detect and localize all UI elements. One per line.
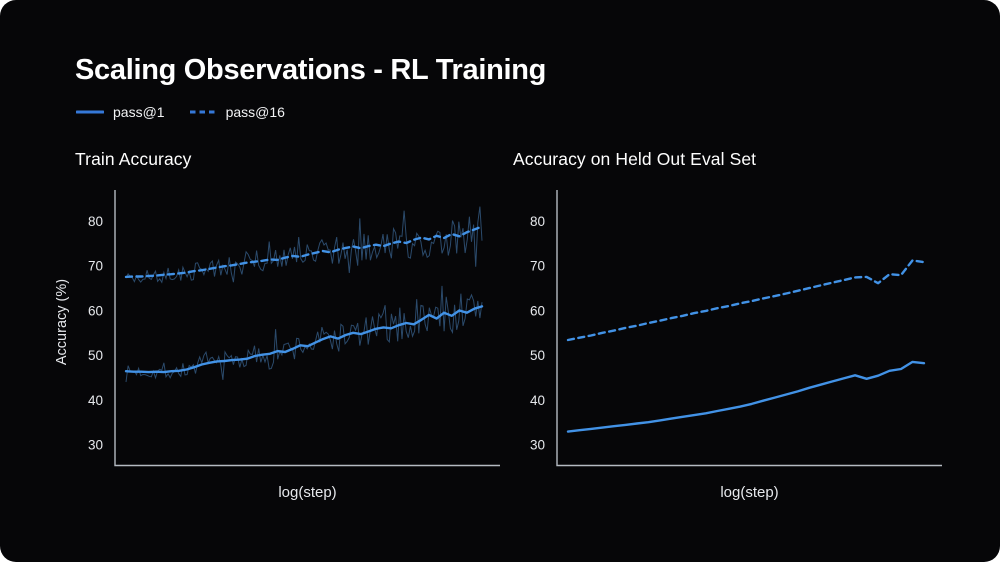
slide-title: Scaling Observations - RL Training	[75, 54, 547, 86]
train-accuracy-chart: 30 40 50 60 70 80 log(step) Accuracy (%)	[56, 190, 500, 501]
chart-legend: pass@1 pass@16	[76, 104, 285, 120]
axes	[114, 190, 500, 467]
legend-label-pass16: pass@16	[225, 104, 285, 120]
y-axis-label: Accuracy (%)	[56, 279, 70, 365]
y-tick-label: 50	[88, 348, 103, 363]
y-tick-label: 30	[530, 438, 545, 453]
series-line-pass@16	[566, 259, 926, 342]
series-line-pass@1	[566, 360, 926, 433]
y-tick-label: 60	[88, 303, 103, 318]
y-tick-label: 60	[530, 303, 545, 318]
eval-accuracy-chart-title: Accuracy on Held Out Eval Set	[513, 149, 757, 169]
y-tick-label: 80	[530, 214, 545, 229]
eval-accuracy-chart: 30 40 50 60 70 80 log(step)	[530, 190, 942, 501]
y-tick-label: 80	[88, 214, 103, 229]
legend-label-pass1: pass@1	[113, 104, 165, 120]
legend-item-pass1: pass@1	[76, 104, 165, 120]
train-accuracy-chart-title: Train Accuracy	[75, 149, 192, 169]
series-line-pass@1	[124, 305, 484, 374]
series-line-pass@16	[124, 225, 484, 279]
y-tick-label: 40	[530, 393, 545, 408]
y-tick-label: 30	[88, 438, 103, 453]
y-tick-label: 40	[88, 393, 103, 408]
x-axis-label: log(step)	[720, 484, 778, 501]
y-tick-label: 70	[530, 259, 545, 274]
axes	[556, 190, 942, 467]
y-tick-label: 70	[88, 259, 103, 274]
raw-trace-pass@16	[125, 206, 483, 284]
x-axis-label: log(step)	[278, 484, 336, 501]
legend-item-pass16: pass@16	[189, 104, 285, 120]
y-tick-label: 50	[530, 348, 545, 363]
raw-trace-pass@1	[125, 285, 483, 383]
solid-line-swatch-icon	[76, 110, 104, 114]
dashed-line-swatch-icon	[189, 110, 216, 114]
